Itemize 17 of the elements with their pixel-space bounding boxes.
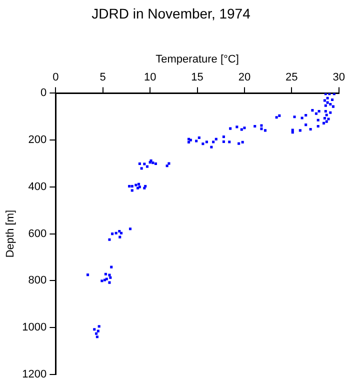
x-tick-label: 20	[238, 72, 251, 84]
y-tick-label: 0	[40, 87, 47, 100]
chart-title: JDRD in November, 1974	[92, 5, 251, 22]
y-tick-label: 1000	[22, 322, 47, 334]
x-axis-title: Temperature [°C]	[156, 53, 239, 66]
y-tick-label: 600	[28, 228, 47, 240]
x-tick-label: 25	[286, 72, 298, 84]
x-tick-label: 5	[100, 72, 106, 84]
y-tick-label: 200	[28, 134, 47, 146]
x-tick-label: 15	[191, 72, 204, 84]
y-tick-label: 400	[28, 180, 47, 193]
x-tick-label: 0	[52, 72, 59, 84]
x-tick-label: 30	[332, 72, 346, 84]
y-axis-title: Depth [m]	[4, 210, 17, 258]
x-tick-label: 10	[144, 72, 156, 84]
y-tick-label: 1200	[22, 368, 47, 380]
y-tick-label: 800	[28, 274, 47, 287]
